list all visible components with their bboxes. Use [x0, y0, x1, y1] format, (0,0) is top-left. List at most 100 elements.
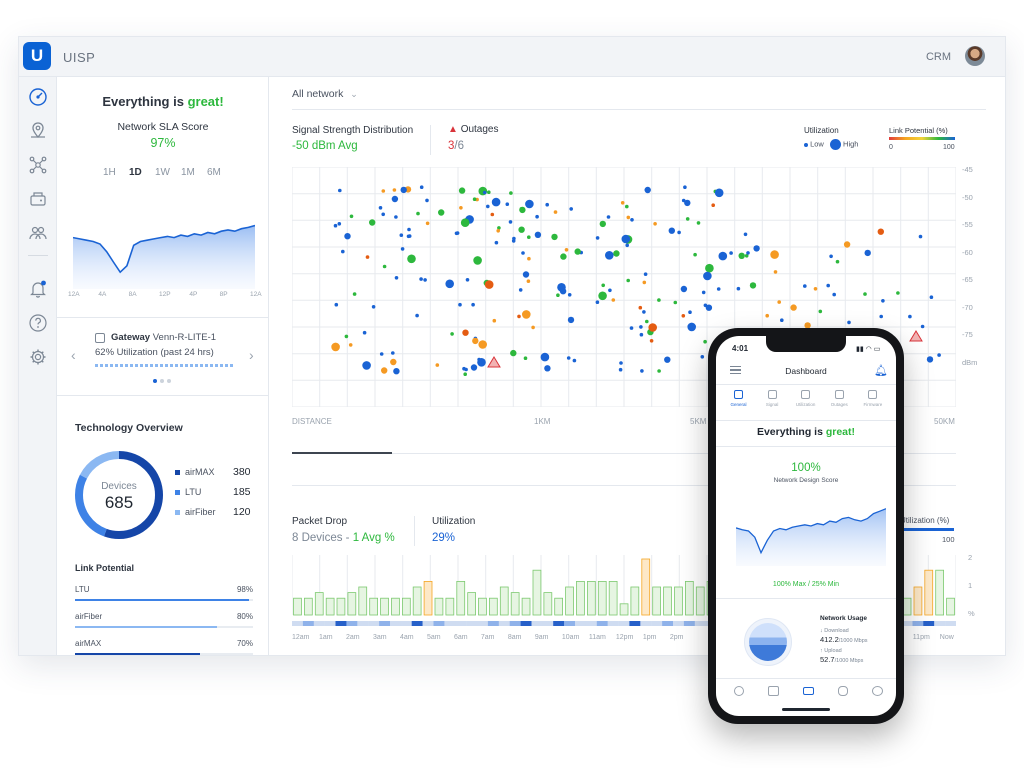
topology-icon[interactable]: [28, 155, 48, 175]
scatter-point[interactable]: [378, 206, 383, 210]
scatter-point[interactable]: [657, 298, 661, 302]
scatter-point[interactable]: [535, 214, 539, 219]
scatter-point[interactable]: [642, 280, 647, 285]
scatter-point[interactable]: [877, 228, 884, 235]
scatter-point[interactable]: [435, 363, 440, 367]
scatter-point[interactable]: [685, 217, 690, 221]
scatter-point[interactable]: [780, 318, 784, 322]
scatter-point[interactable]: [711, 203, 715, 207]
scatter-point[interactable]: [478, 340, 487, 349]
packet-drop-bar[interactable]: [521, 597, 531, 616]
packet-drop-bar[interactable]: [369, 597, 378, 616]
packet-drop-bar[interactable]: [586, 580, 596, 616]
carousel-dot-active[interactable]: [153, 379, 157, 383]
scatter-point[interactable]: [744, 254, 749, 258]
scatter-point[interactable]: [864, 249, 871, 257]
scatter-point[interactable]: [937, 353, 941, 357]
scatter-point[interactable]: [415, 313, 419, 318]
scatter-point[interactable]: [496, 229, 500, 233]
scatter-point[interactable]: [639, 325, 643, 329]
packet-drop-bar[interactable]: [423, 580, 433, 616]
scatter-point[interactable]: [642, 310, 646, 314]
scatter-point[interactable]: [657, 369, 661, 373]
scatter-point[interactable]: [416, 211, 420, 216]
scatter-point[interactable]: [613, 250, 620, 257]
donut-segment-airfiber[interactable]: [75, 451, 163, 539]
scatter-point[interactable]: [620, 201, 625, 205]
outage-marker-icon[interactable]: [487, 356, 501, 368]
packet-drop-bar[interactable]: [935, 569, 945, 616]
packet-drop-bar[interactable]: [402, 597, 411, 616]
packet-drop-bar[interactable]: [510, 592, 520, 616]
scatter-point[interactable]: [619, 361, 623, 365]
scatter-point[interactable]: [394, 276, 399, 280]
scatter-point[interactable]: [381, 189, 386, 193]
range-scrollbar[interactable]: [292, 452, 392, 454]
scatter-point[interactable]: [458, 302, 462, 307]
next-arrow[interactable]: ›: [249, 347, 254, 363]
scatter-point[interactable]: [393, 368, 400, 375]
range-tab-1m[interactable]: 1M: [181, 167, 195, 178]
nav-clients-icon[interactable]: [838, 686, 848, 696]
scatter-point[interactable]: [531, 325, 535, 330]
scatter-point[interactable]: [462, 329, 469, 336]
scatter-point[interactable]: [832, 292, 836, 297]
scatter-point[interactable]: [464, 367, 468, 372]
scatter-point[interactable]: [338, 188, 342, 193]
scatter-point[interactable]: [804, 322, 811, 329]
scatter-point[interactable]: [601, 283, 605, 288]
scatter-point[interactable]: [463, 372, 467, 376]
scatter-point[interactable]: [527, 256, 531, 261]
scatter-point[interactable]: [505, 202, 510, 206]
scatter-point[interactable]: [908, 314, 912, 319]
scatter-point[interactable]: [512, 236, 516, 241]
scatter-point[interactable]: [523, 356, 528, 360]
scatter-point[interactable]: [522, 271, 530, 278]
packet-drop-bar[interactable]: [554, 597, 564, 616]
scatter-point[interactable]: [687, 322, 696, 332]
dashboard-icon[interactable]: [28, 87, 48, 107]
packet-drop-bar[interactable]: [630, 586, 640, 616]
scatter-point[interactable]: [458, 187, 466, 194]
scatter-point[interactable]: [508, 220, 513, 224]
scatter-point[interactable]: [407, 227, 411, 232]
scatter-point[interactable]: [803, 284, 807, 288]
nav-chat-icon[interactable]: [872, 686, 883, 696]
scatter-point[interactable]: [425, 221, 430, 226]
packet-drop-bar[interactable]: [347, 592, 357, 616]
scatter-point[interactable]: [521, 251, 525, 255]
scatter-point[interactable]: [519, 207, 524, 211]
outage-marker-icon[interactable]: [909, 330, 923, 342]
scatter-point[interactable]: [703, 339, 707, 344]
scatter-point[interactable]: [362, 330, 367, 335]
scatter-point[interactable]: [518, 288, 523, 292]
packet-drop-bar[interactable]: [608, 580, 618, 616]
scatter-point[interactable]: [406, 234, 411, 239]
scatter-point[interactable]: [399, 233, 404, 237]
scatter-point[interactable]: [753, 245, 760, 252]
scatter-point[interactable]: [460, 218, 470, 227]
scatter-point[interactable]: [445, 279, 454, 289]
scatter-point[interactable]: [455, 231, 460, 235]
scatter-point[interactable]: [625, 204, 629, 209]
scatter-point[interactable]: [738, 252, 745, 259]
scatter-point[interactable]: [684, 199, 691, 207]
crm-link[interactable]: CRM: [925, 51, 951, 63]
scatter-point[interactable]: [534, 231, 542, 238]
clients-icon[interactable]: [28, 223, 48, 243]
scatter-point[interactable]: [391, 195, 399, 203]
scatter-point[interactable]: [545, 202, 549, 207]
scatter-point[interactable]: [749, 282, 757, 289]
scatter-point[interactable]: [352, 292, 357, 296]
location-pin-icon[interactable]: [28, 121, 48, 141]
scatter-point[interactable]: [645, 319, 649, 324]
scatter-point[interactable]: [334, 302, 339, 307]
packet-drop-bar[interactable]: [380, 597, 389, 616]
scatter-point[interactable]: [743, 232, 748, 237]
scatter-point[interactable]: [625, 243, 629, 248]
scatter-point[interactable]: [595, 236, 600, 240]
scatter-point[interactable]: [540, 352, 550, 362]
scatter-point[interactable]: [472, 337, 479, 345]
scatter-point[interactable]: [349, 214, 354, 219]
scatter-point[interactable]: [746, 251, 750, 255]
